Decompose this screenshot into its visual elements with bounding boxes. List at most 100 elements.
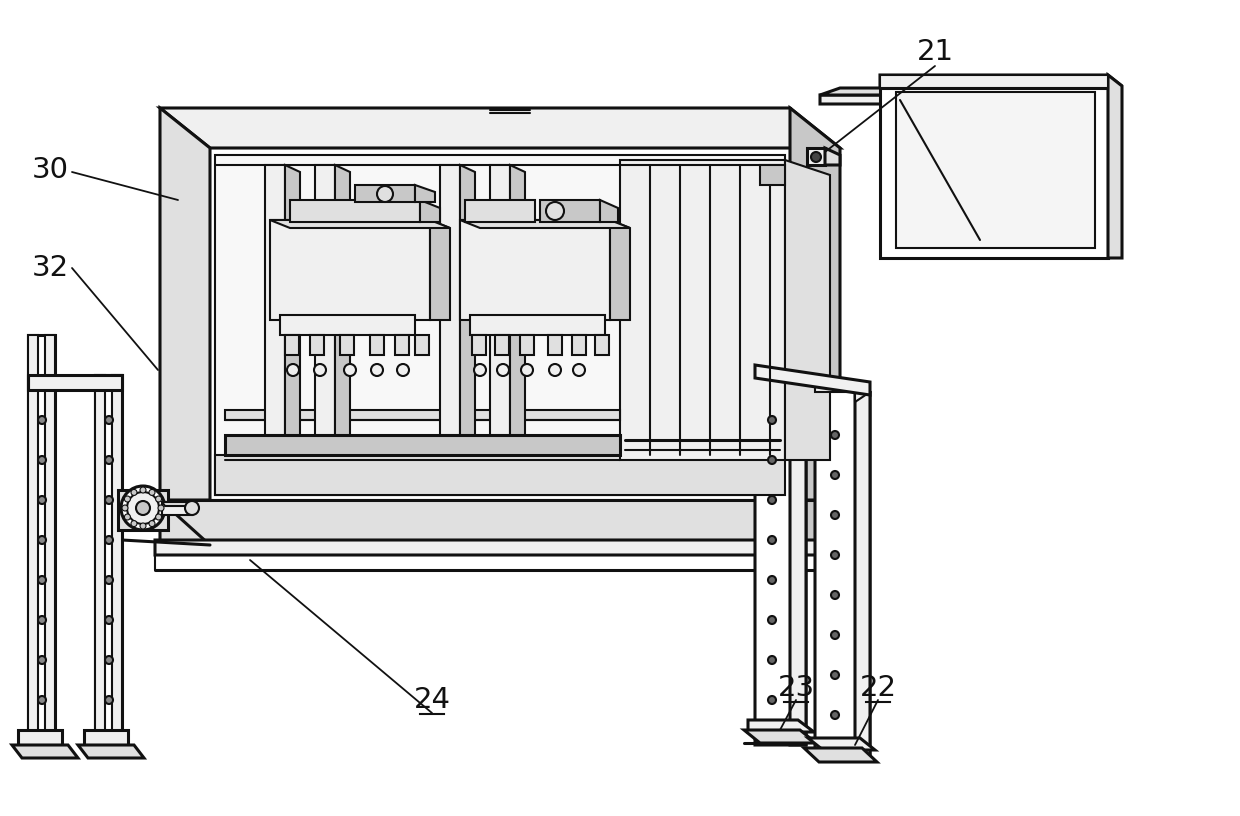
Polygon shape [29, 335, 55, 745]
Polygon shape [465, 200, 534, 222]
Polygon shape [460, 220, 630, 228]
Circle shape [122, 505, 128, 511]
Circle shape [286, 364, 299, 376]
Polygon shape [897, 92, 1095, 248]
Polygon shape [460, 220, 610, 320]
Polygon shape [1109, 75, 1122, 258]
Circle shape [124, 496, 130, 502]
Polygon shape [472, 335, 486, 355]
Polygon shape [270, 220, 430, 320]
Circle shape [831, 551, 839, 559]
Circle shape [38, 576, 46, 584]
Circle shape [397, 364, 409, 376]
Circle shape [811, 152, 821, 162]
Text: 23: 23 [777, 674, 815, 702]
Circle shape [122, 486, 165, 530]
Polygon shape [45, 335, 55, 745]
Polygon shape [815, 382, 870, 755]
Polygon shape [160, 500, 210, 545]
Polygon shape [430, 220, 450, 320]
Polygon shape [224, 435, 620, 455]
Text: 32: 32 [31, 254, 68, 282]
Polygon shape [19, 730, 62, 750]
Polygon shape [415, 335, 429, 355]
Polygon shape [160, 108, 790, 500]
Polygon shape [84, 730, 128, 750]
Circle shape [105, 416, 113, 424]
Polygon shape [265, 165, 285, 435]
Circle shape [105, 576, 113, 584]
Polygon shape [215, 155, 785, 495]
Polygon shape [856, 382, 870, 755]
Polygon shape [215, 455, 785, 495]
Circle shape [546, 202, 564, 220]
Circle shape [155, 496, 161, 502]
Polygon shape [820, 95, 1110, 115]
Circle shape [831, 511, 839, 519]
Circle shape [831, 471, 839, 479]
Polygon shape [520, 335, 534, 355]
Circle shape [149, 490, 155, 495]
Text: 21: 21 [916, 38, 954, 66]
Polygon shape [839, 555, 861, 570]
Polygon shape [804, 748, 877, 762]
Polygon shape [315, 165, 335, 435]
Circle shape [549, 364, 560, 376]
Polygon shape [748, 720, 813, 732]
Polygon shape [880, 88, 1109, 258]
Polygon shape [490, 165, 510, 435]
Polygon shape [224, 410, 620, 420]
Polygon shape [790, 365, 806, 745]
Circle shape [768, 696, 776, 704]
Text: 30: 30 [31, 156, 68, 184]
Circle shape [768, 616, 776, 624]
Polygon shape [95, 375, 122, 745]
Polygon shape [495, 335, 508, 355]
Polygon shape [744, 730, 816, 743]
Polygon shape [755, 365, 806, 745]
Polygon shape [595, 335, 609, 355]
Circle shape [831, 631, 839, 639]
Polygon shape [548, 335, 562, 355]
Circle shape [185, 501, 198, 515]
Circle shape [768, 456, 776, 464]
Circle shape [155, 514, 161, 520]
Polygon shape [160, 108, 839, 148]
Circle shape [105, 536, 113, 544]
Polygon shape [785, 160, 830, 460]
Circle shape [768, 496, 776, 504]
Circle shape [831, 711, 839, 719]
Circle shape [131, 521, 136, 526]
Polygon shape [270, 220, 450, 228]
Circle shape [573, 364, 585, 376]
Circle shape [474, 364, 486, 376]
Polygon shape [880, 75, 1109, 88]
Polygon shape [370, 335, 384, 355]
Circle shape [768, 416, 776, 424]
Circle shape [497, 364, 508, 376]
Circle shape [140, 523, 146, 529]
Polygon shape [12, 745, 78, 758]
Polygon shape [29, 375, 122, 390]
Polygon shape [510, 165, 525, 435]
Circle shape [105, 616, 113, 624]
Circle shape [377, 186, 393, 202]
Polygon shape [755, 365, 870, 395]
Polygon shape [415, 185, 435, 202]
Polygon shape [880, 75, 1122, 86]
Circle shape [149, 521, 155, 526]
Polygon shape [610, 220, 630, 320]
Polygon shape [285, 335, 299, 355]
Circle shape [131, 490, 136, 495]
Polygon shape [815, 382, 870, 402]
Polygon shape [790, 108, 839, 500]
Polygon shape [460, 165, 475, 435]
Circle shape [38, 496, 46, 504]
Polygon shape [808, 738, 875, 750]
Circle shape [38, 456, 46, 464]
Polygon shape [95, 375, 105, 745]
Circle shape [105, 656, 113, 664]
Polygon shape [78, 745, 144, 758]
Circle shape [105, 496, 113, 504]
Polygon shape [396, 335, 409, 355]
